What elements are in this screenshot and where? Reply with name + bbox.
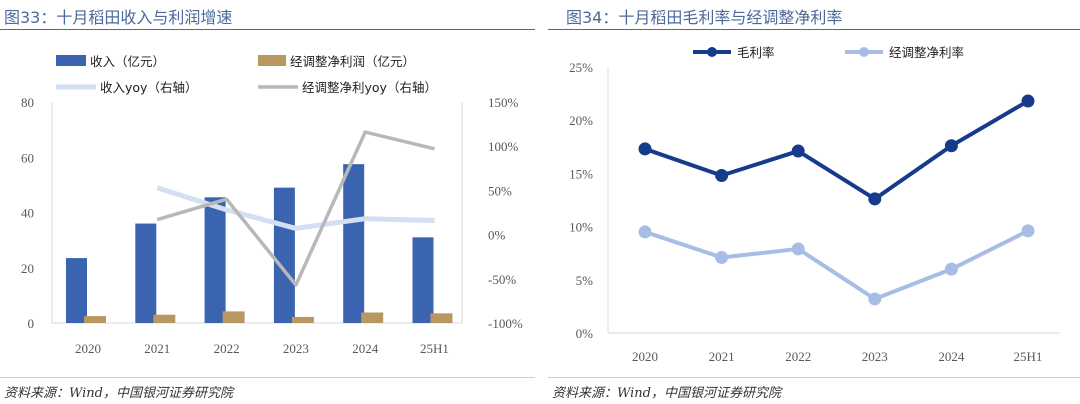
gross-margin-line: [644, 99, 1030, 201]
gross-margin-point: [791, 144, 805, 158]
legend-label-net-margin: 经调整净利率: [889, 45, 964, 60]
y2-tick-label: 0%: [488, 228, 506, 243]
net-margin-point: [944, 262, 958, 276]
gross-margin-point: [638, 142, 652, 156]
revenue-profit-chart: 0 20 40 60 80 -100% -50% 0% 50% 100% 150% 2020 2021 2…: [21, 54, 523, 356]
y2-tick-label: 50%: [488, 183, 512, 198]
y-tick-label: 0: [28, 316, 35, 331]
y-tick-label: 40: [21, 206, 34, 221]
source-note-left: 资料来源：Wind，中国银河证券研究院: [4, 386, 233, 401]
title-divider-left: [0, 29, 535, 30]
x-tick-label: 2022: [785, 349, 811, 364]
revenue-bar: [204, 197, 226, 323]
net-margin-point: [791, 242, 805, 256]
x-tick-label: 2024: [938, 349, 965, 364]
profit-bar: [222, 311, 245, 323]
revenue-bar: [343, 164, 365, 323]
gross-margin-point: [944, 139, 958, 153]
gross-margin-point: [715, 169, 729, 183]
revenue-bar: [66, 258, 87, 323]
chart-title-left: 图33：十月稻田收入与利润增速: [4, 8, 233, 27]
y2-tick-label: 100%: [488, 139, 519, 154]
y-tick-label: 10%: [569, 220, 593, 235]
profit-bar: [430, 313, 453, 323]
gross-margin-point: [868, 192, 882, 206]
y2-tick-label: 150%: [488, 95, 519, 110]
footer-divider-right: [548, 377, 1080, 378]
margin-chart: 0% 5% 10% 15% 20% 25% 2020 2021 2022 2023 2024 25H1…: [569, 45, 1060, 364]
y-tick-label: 25%: [569, 60, 593, 75]
x-tick-label: 2020: [632, 349, 658, 364]
x-tick-label: 2020: [75, 341, 101, 356]
legend-marker-net-margin: [859, 47, 869, 57]
legend-swatch-revenue: [56, 55, 86, 66]
y2-tick-label: -50%: [488, 272, 516, 287]
chart-title-right: 图34：十月稻田毛利率与经调整净利率: [566, 8, 843, 27]
x-tick-label: 2023: [862, 349, 888, 364]
x-tick-label: 2022: [214, 341, 240, 356]
x-tick-label: 25H1: [1014, 349, 1043, 364]
x-tick-label: 2024: [352, 341, 379, 356]
net-margin-point: [715, 250, 729, 264]
y-tick-label: 20: [21, 261, 34, 276]
net-margin-point: [1021, 224, 1035, 238]
profit-bar: [153, 314, 176, 323]
profit-bar: [361, 312, 384, 323]
legend-swatch-profit: [258, 55, 286, 66]
revenue-bar: [273, 187, 295, 323]
x-tick-label: 2021: [144, 341, 170, 356]
legend-label-revenue: 收入（亿元）: [90, 54, 165, 69]
legend-label-gross-margin: 毛利率: [737, 45, 775, 60]
revenue-bar: [412, 237, 434, 323]
legend-label-profit: 经调整净利润（亿元）: [290, 54, 415, 69]
revenue-bar: [135, 223, 157, 323]
x-tick-label: 25H1: [420, 341, 449, 356]
y-tick-label: 5%: [576, 273, 594, 288]
net-margin-point: [638, 225, 652, 239]
source-note-right: 资料来源：Wind，中国银河证券研究院: [552, 386, 781, 401]
net-margin-line: [644, 229, 1029, 301]
y2-tick-label: -100%: [488, 316, 523, 331]
y-tick-label: 60: [21, 150, 34, 165]
legend-label-profit-yoy: 经调整净利yoy（右轴）: [302, 80, 437, 95]
gross-margin-point: [1021, 94, 1035, 108]
x-tick-label: 2021: [709, 349, 735, 364]
legend-marker-gross-margin: [707, 47, 717, 57]
y-tick-label: 80: [21, 95, 34, 110]
y-tick-label: 0%: [576, 326, 594, 341]
footer-divider-left: [0, 377, 535, 378]
legend-label-revenue-yoy: 收入yoy（右轴）: [100, 80, 197, 95]
profit-yoy-line: [156, 130, 435, 287]
x-tick-label: 2023: [283, 341, 309, 356]
revenue-yoy-line: [156, 185, 435, 231]
profit-bar: [291, 316, 314, 323]
y-tick-label: 20%: [569, 113, 593, 128]
y-tick-label: 15%: [569, 166, 593, 181]
net-margin-point: [868, 292, 882, 306]
title-divider-right: [548, 29, 1080, 30]
profit-bar: [84, 316, 106, 323]
